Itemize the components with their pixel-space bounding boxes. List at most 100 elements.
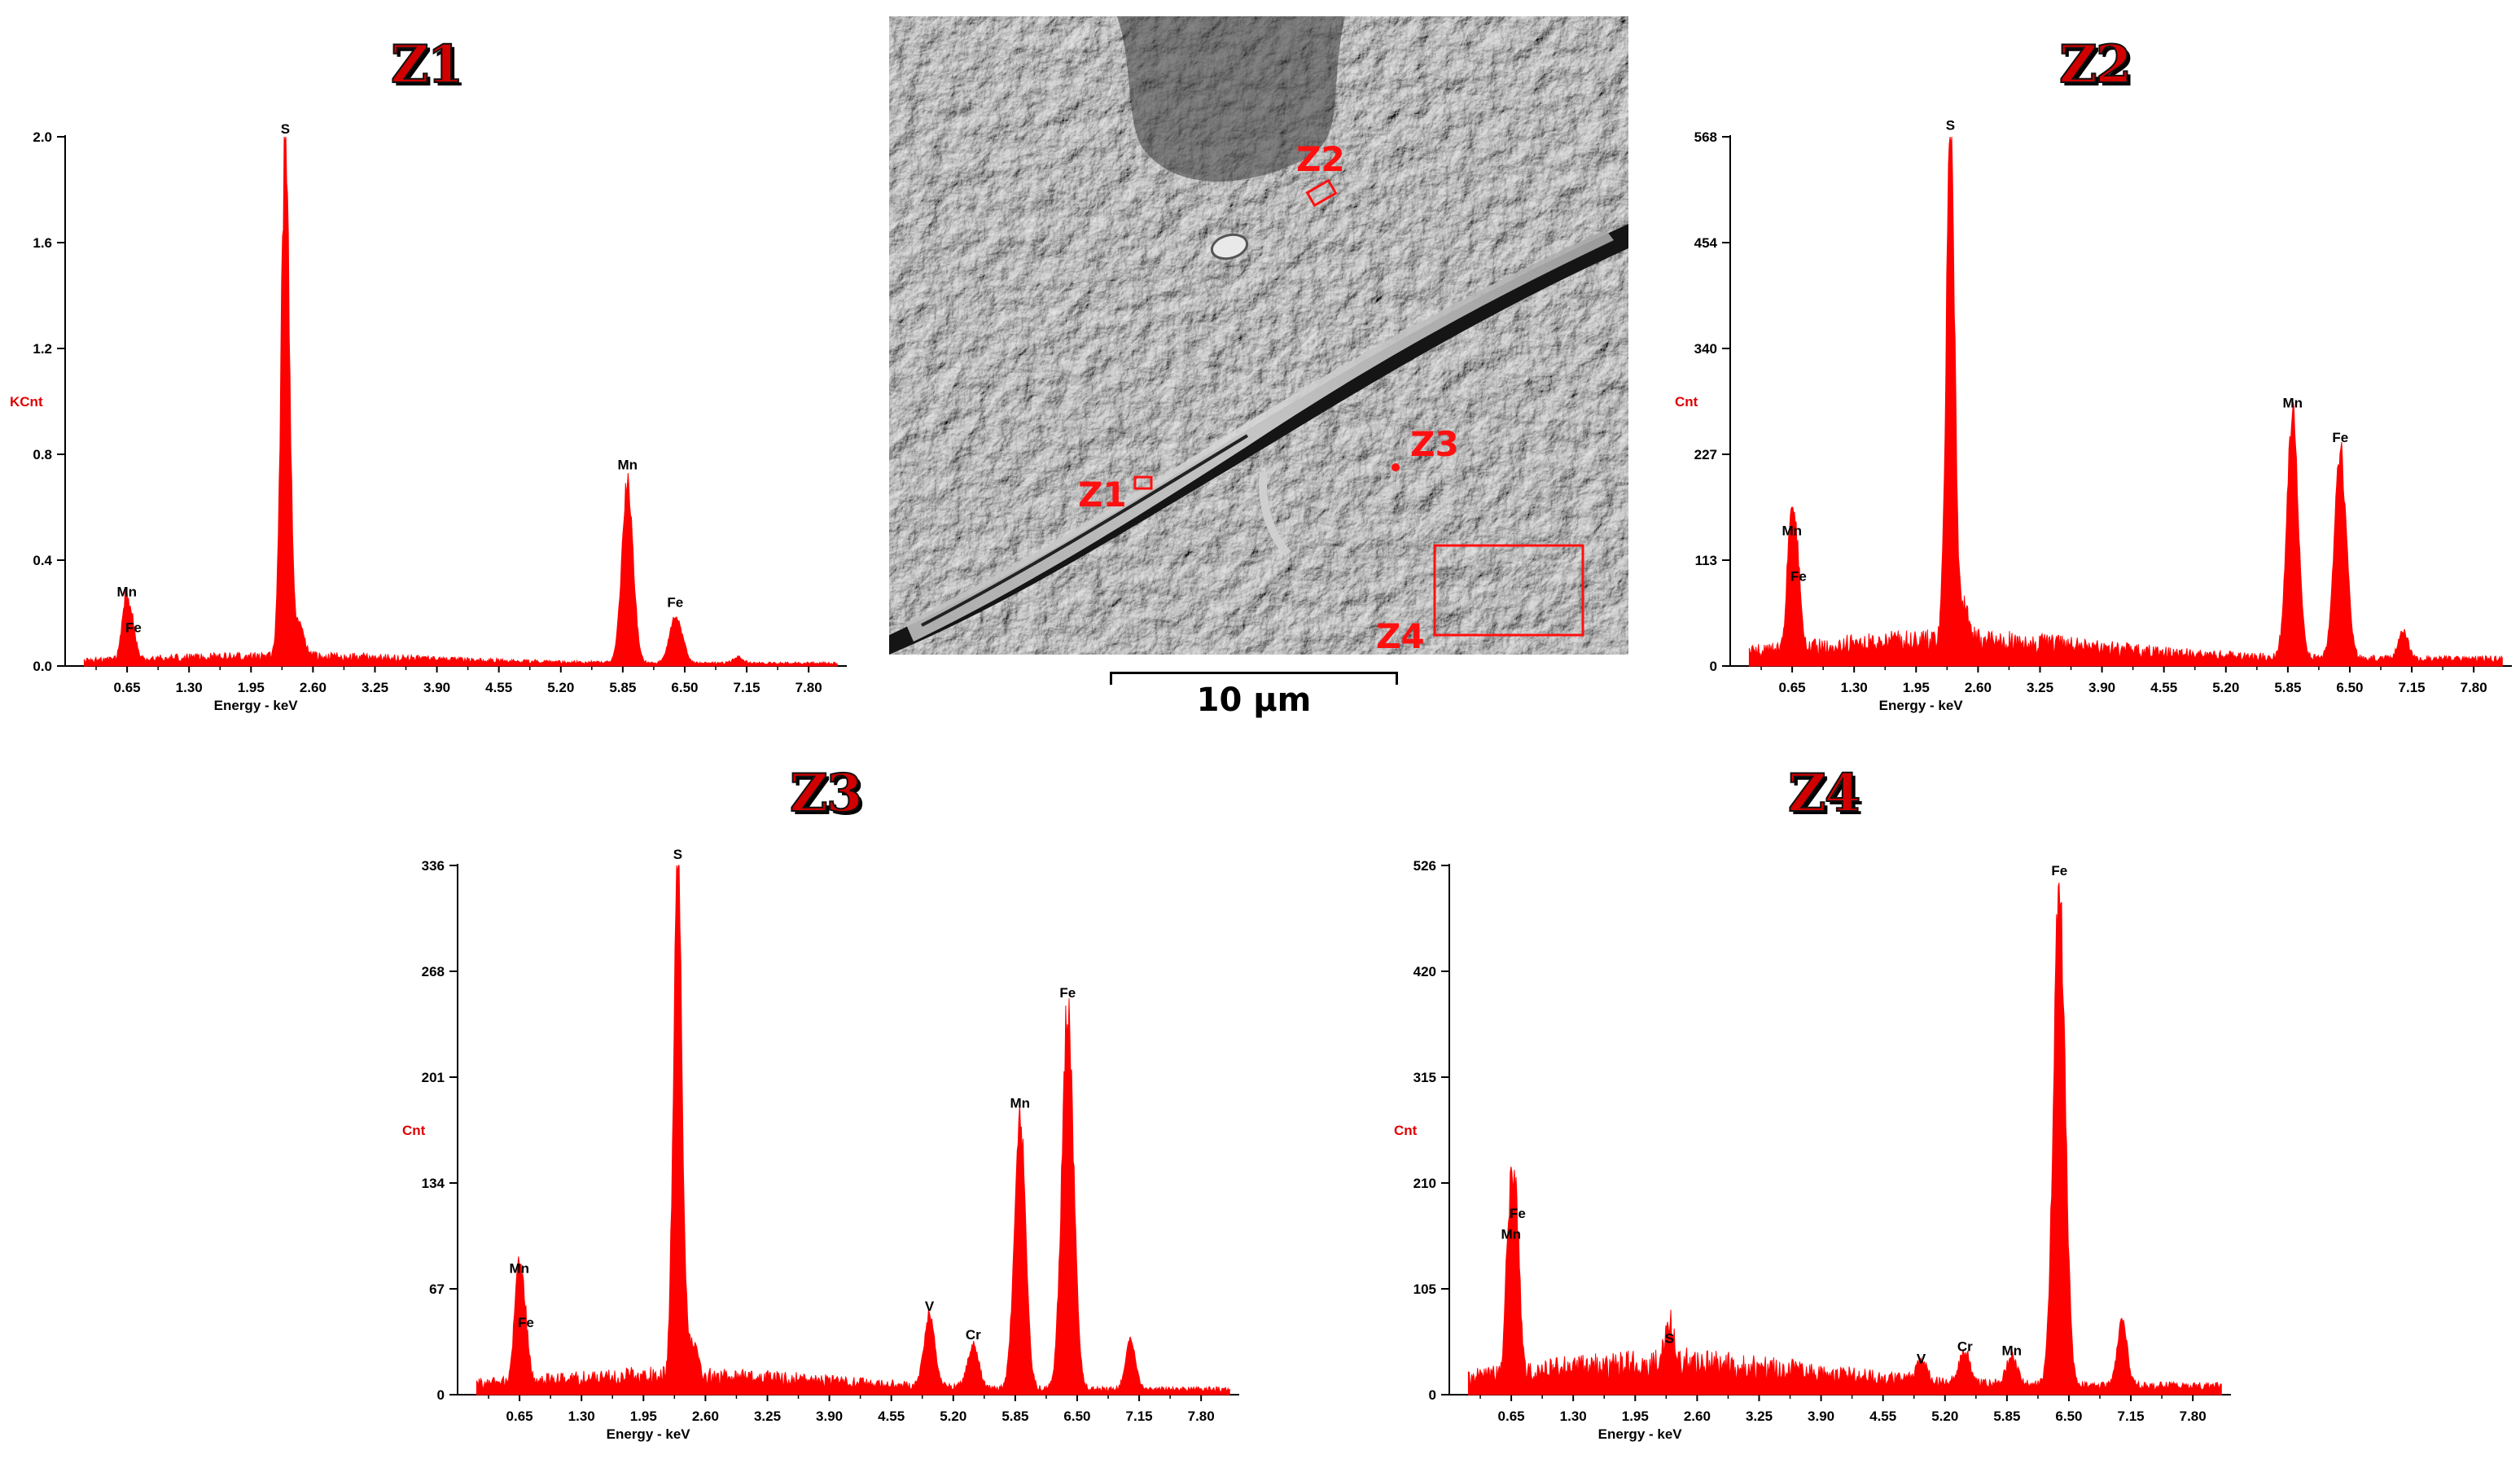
spectrum-series (476, 865, 1230, 1395)
x-tick-label: 5.20 (547, 680, 574, 695)
y-tick-label: 210 (1413, 1176, 1436, 1191)
x-tick-label: 7.15 (2399, 680, 2426, 695)
x-tick-label: 5.20 (1931, 1409, 1958, 1424)
y-tick-label: 105 (1413, 1282, 1436, 1297)
peak-label-v: V (925, 1299, 935, 1314)
peak-label-fe: Fe (1790, 568, 1807, 584)
x-tick-label: 5.85 (1001, 1409, 1028, 1424)
x-tick-label: 1.30 (1560, 1409, 1587, 1424)
x-tick-label: 7.15 (1126, 1409, 1153, 1424)
x-tick-label: 6.50 (671, 680, 698, 695)
y-tick-label: 134 (422, 1176, 445, 1191)
spectrum-series (1467, 883, 2222, 1395)
x-tick-label: 3.90 (816, 1409, 843, 1424)
x-tick-label: 3.25 (1746, 1409, 1773, 1424)
y-tick-label: 0.0 (33, 659, 52, 674)
x-tick-label: 4.55 (1869, 1409, 1896, 1424)
spectrum-chart-z3: 0 67 134 201 268 336 Cnt 0.65 1.30 1.95 2.60 3.25 3.… (402, 847, 1239, 1442)
peak-label-mn: Mn (2001, 1343, 2022, 1358)
spectrum-chart-z2: 0 113 227 340 454 568 Cnt 0.65 1.30 1.95 2.60 3.25 3… (1675, 118, 2512, 713)
peak-label-s: S (1665, 1331, 1674, 1347)
x-tick-label: 7.80 (2461, 680, 2487, 695)
peak-label-cr: Cr (966, 1327, 981, 1343)
y-tick-label: 0 (1429, 1387, 1436, 1403)
peak-label-fe: Fe (518, 1315, 534, 1330)
scale-bar: 10 μm (1110, 664, 1398, 719)
x-tick-label: 1.30 (568, 1409, 595, 1424)
x-tick-label: 2.60 (300, 680, 327, 695)
peak-label-s: S (281, 121, 290, 137)
x-tick-label: 1.95 (630, 1409, 657, 1424)
spectrum-panel-z2: Z2 0 113 227 340 454 568 Cnt 0.65 1.30 1.95 2.60 3.… (1665, 0, 2520, 733)
panel-title: Z1 (390, 33, 464, 96)
peak-label-v: V (1917, 1351, 1926, 1366)
x-tick-label: 1.30 (1841, 680, 1868, 695)
peak-label-mn: Mn (617, 458, 638, 473)
x-tick-label: 5.85 (1993, 1409, 2020, 1424)
x-tick-label: 1.95 (1622, 1409, 1649, 1424)
peak-label-fe: Fe (2332, 430, 2348, 445)
x-tick-label: 3.25 (754, 1409, 781, 1424)
sem-micrograph: Z1 Z2 Z3 Z4 (889, 16, 1628, 655)
region-z4-marker (1433, 544, 1584, 637)
peak-label-fe: Fe (667, 595, 683, 611)
y-axis-label: Cnt (1394, 1123, 1418, 1138)
region-z2-label: Z2 (1296, 139, 1345, 179)
x-tick-label: 2.60 (1965, 680, 1992, 695)
y-tick-label: 67 (429, 1282, 445, 1297)
peak-label-mn: Mn (1782, 524, 1802, 539)
x-tick-label: 3.25 (362, 680, 388, 695)
y-tick-label: 227 (1694, 447, 1717, 462)
y-tick-label: 568 (1694, 129, 1717, 145)
x-tick-label: 6.50 (2336, 680, 2363, 695)
y-axis-label: KCnt (10, 394, 43, 410)
region-z3-label: Z3 (1410, 424, 1459, 464)
peak-label-cr: Cr (1957, 1339, 1973, 1354)
x-tick-label: 0.65 (1498, 1409, 1525, 1424)
spectrum-series (1748, 136, 2503, 667)
x-tick-label: 5.85 (2274, 680, 2301, 695)
x-tick-label: 0.65 (506, 1409, 533, 1424)
x-tick-label: 7.80 (1188, 1409, 1215, 1424)
panel-title: Z3 (789, 762, 863, 825)
x-tick-label: 6.50 (1063, 1409, 1090, 1424)
x-tick-label: 3.25 (2027, 680, 2053, 695)
peak-label-s: S (1946, 118, 1955, 134)
region-z3-marker (1391, 463, 1400, 471)
x-tick-label: 6.50 (2055, 1409, 2082, 1424)
peak-label-s: S (673, 847, 682, 862)
x-tick-label: 5.20 (2212, 680, 2239, 695)
y-tick-label: 336 (422, 858, 445, 874)
y-tick-label: 315 (1413, 1070, 1436, 1085)
y-tick-label: 0 (437, 1387, 445, 1403)
x-tick-label: 4.55 (2150, 680, 2177, 695)
y-tick-label: 454 (1694, 235, 1718, 251)
y-axis-label: Cnt (1675, 394, 1698, 410)
region-z4-label: Z4 (1376, 616, 1425, 655)
peak-label-fe: Fe (1510, 1206, 1526, 1221)
peak-label-fe: Fe (2051, 863, 2067, 878)
y-tick-label: 201 (422, 1070, 445, 1085)
x-axis-label: Energy - keV (1879, 698, 1964, 713)
scale-bar-tick-right (1396, 672, 1398, 685)
region-z1-marker (1133, 475, 1153, 490)
x-tick-label: 7.80 (2180, 1409, 2207, 1424)
x-tick-label: 3.90 (2088, 680, 2115, 695)
y-tick-label: 1.6 (33, 235, 52, 251)
peak-label-mn: Mn (116, 585, 137, 600)
x-tick-label: 1.95 (1903, 680, 1930, 695)
spectrum-chart-z1: 0.0 0.4 0.8 1.2 1.6 2.0 KCnt 0.65 1.30 1.95 2.60 3.… (10, 121, 847, 713)
y-tick-label: 268 (422, 964, 445, 979)
peak-label-fe: Fe (1059, 985, 1076, 1001)
peak-label-mn: Mn (1501, 1227, 1521, 1242)
x-tick-label: 5.20 (940, 1409, 966, 1424)
peak-label-mn: Mn (509, 1261, 529, 1277)
x-tick-label: 3.90 (1808, 1409, 1834, 1424)
y-tick-label: 420 (1413, 964, 1436, 979)
y-tick-label: 113 (1695, 553, 1717, 568)
scale-bar-tick-left (1110, 672, 1112, 685)
x-axis-label: Energy - keV (1598, 1426, 1683, 1442)
x-tick-label: 7.15 (2118, 1409, 2145, 1424)
x-tick-label: 4.55 (878, 1409, 905, 1424)
y-tick-label: 340 (1694, 341, 1717, 357)
